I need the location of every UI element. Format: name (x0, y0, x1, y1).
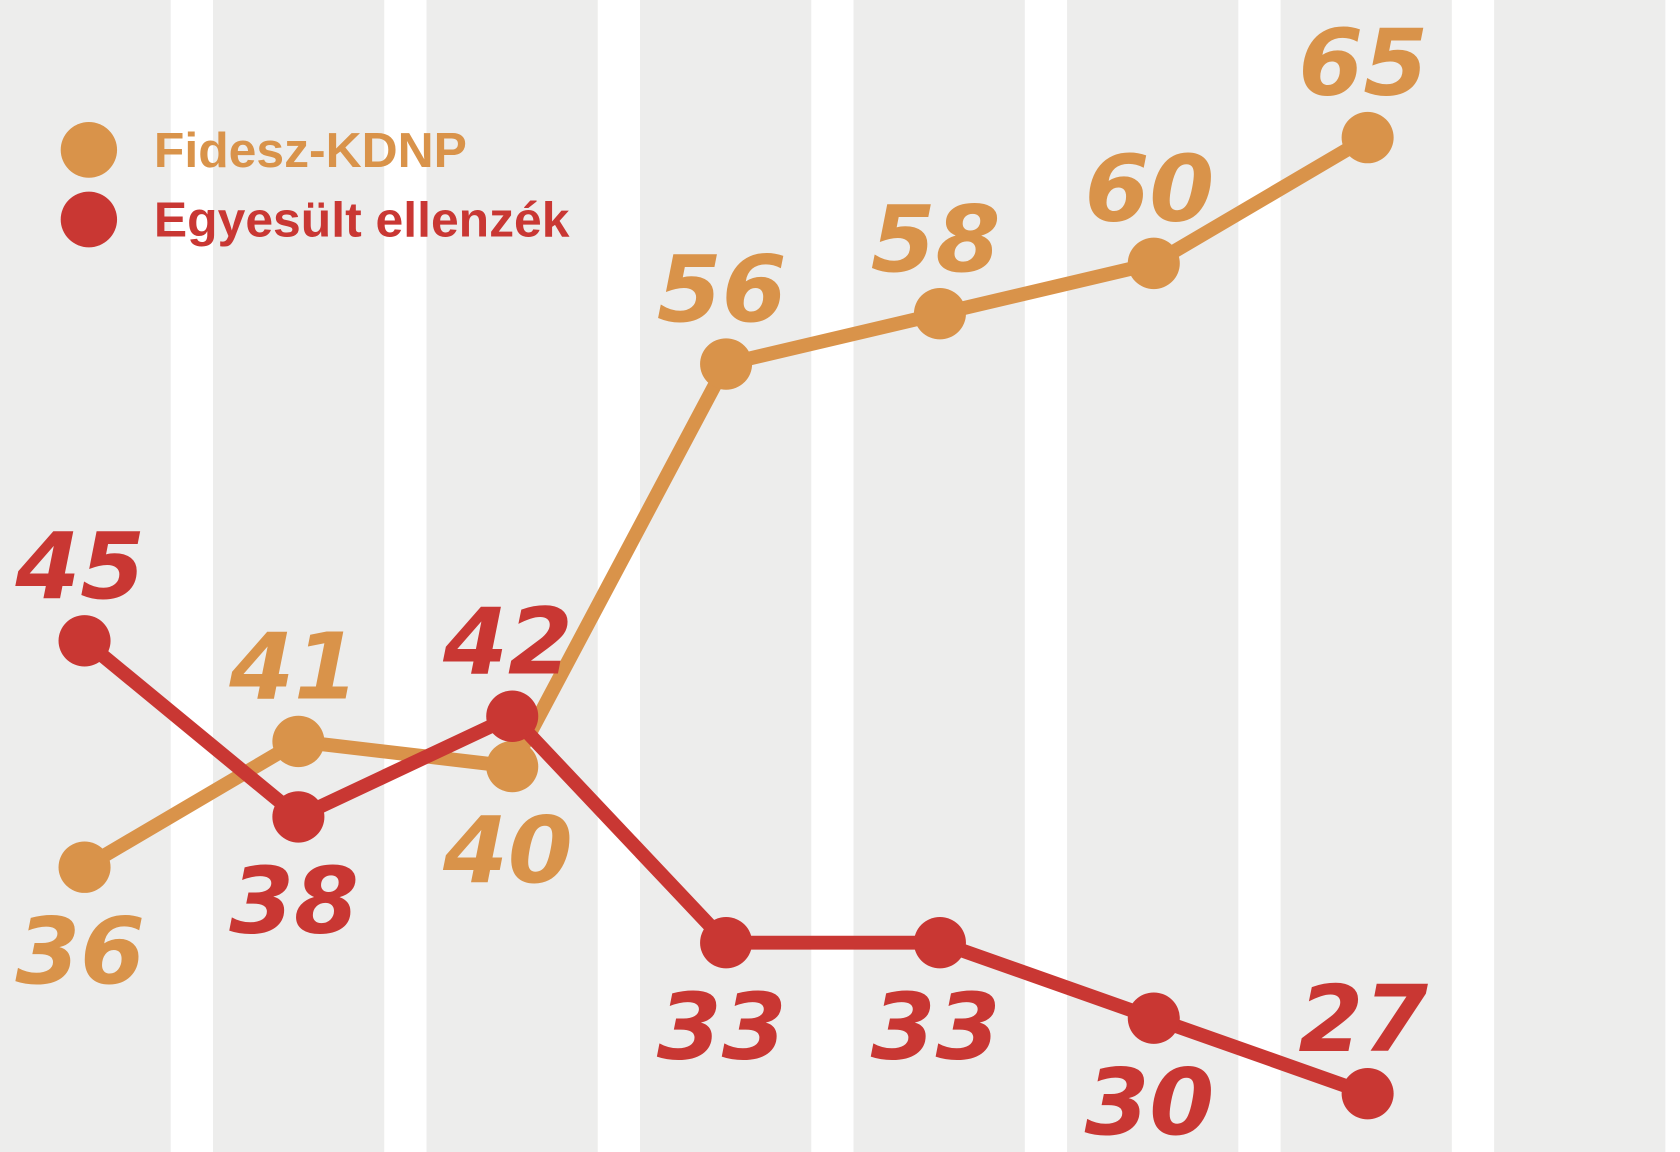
column-band (426, 0, 598, 1152)
data-point (486, 690, 539, 742)
data-point (1127, 992, 1180, 1044)
legend: Fidesz-KDNP Egyesült ellenzék (60, 122, 570, 248)
column-band (1494, 0, 1666, 1152)
data-label: 33 (657, 973, 787, 1080)
data-point (700, 916, 753, 969)
data-label: 38 (229, 847, 359, 954)
data-point (1127, 237, 1180, 290)
column-band (212, 0, 385, 1152)
data-label: 33 (871, 973, 1001, 1080)
column-band (1067, 0, 1239, 1152)
data-point (58, 615, 111, 667)
data-label: 58 (871, 185, 1001, 292)
data-point (1341, 1067, 1394, 1120)
series-lines (58, 111, 1394, 1120)
data-label: 60 (1085, 135, 1215, 242)
data-point (913, 288, 966, 340)
data-label: 42 (442, 588, 573, 695)
data-point (58, 841, 111, 893)
data-point (700, 338, 753, 390)
legend-marker-fidesz (60, 122, 118, 178)
data-labels: 36 41 40 56 58 60 65 45 38 42 33 33 30 27 (14, 9, 1428, 1152)
data-point (486, 740, 539, 793)
legend-label-fidesz: Fidesz-KDNP (154, 122, 467, 178)
data-label: 56 (657, 236, 787, 343)
column-band (1280, 0, 1452, 1152)
data-point (1341, 111, 1394, 164)
legend-label-ellenzek: Egyesült ellenzék (154, 192, 570, 248)
data-point (272, 791, 325, 843)
data-label: 30 (1085, 1048, 1215, 1152)
data-label: 40 (442, 797, 573, 904)
data-point (272, 715, 325, 768)
data-label: 36 (15, 897, 145, 1004)
legend-marker-ellenzek (60, 191, 118, 248)
data-label: 27 (1298, 965, 1428, 1072)
data-label: 65 (1298, 9, 1428, 116)
data-label: 45 (14, 512, 145, 619)
data-point (913, 916, 966, 969)
data-label: 41 (228, 613, 359, 720)
